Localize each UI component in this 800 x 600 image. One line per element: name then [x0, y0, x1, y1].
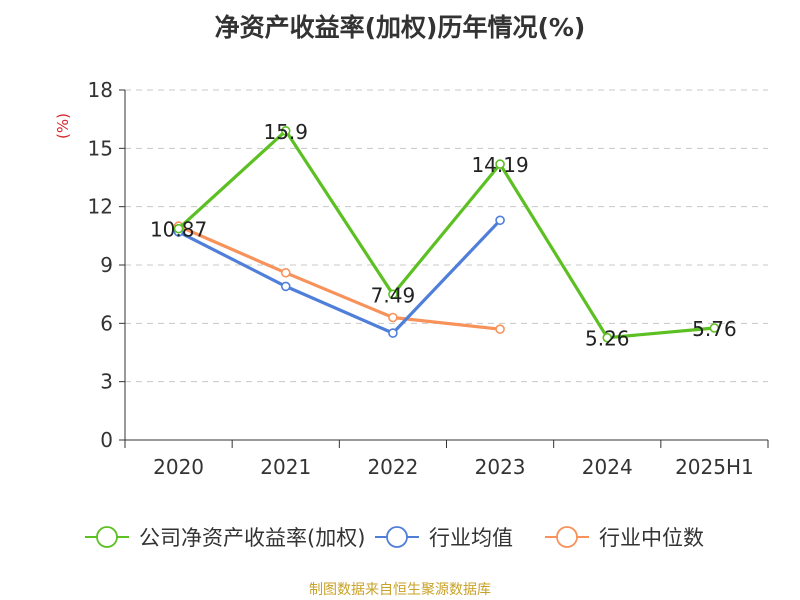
legend-marker: [96, 526, 118, 548]
y-tick-label: 15: [88, 136, 113, 160]
axes: 0 3 6 9 12 15 18 (%) 2020 2021 2022 2023 2024 2025H1: [54, 78, 769, 479]
y-tick-label: 3: [100, 370, 113, 394]
legend[interactable]: 公司净资产收益率(加权) 行业均值 行业中位数: [85, 526, 704, 550]
y-tick-label: 6: [100, 311, 113, 335]
x-tick-label: 2024: [582, 455, 633, 479]
data-point: [388, 289, 398, 300]
series-lines: [173, 126, 720, 343]
grid-lines: [125, 89, 768, 383]
data-label: 7.49: [371, 283, 416, 307]
data-point: [280, 267, 291, 278]
legend-item-0[interactable]: 公司净资产收益率(加权): [85, 526, 365, 550]
data-label: 5.76: [692, 317, 737, 341]
x-tick-label: 2021: [260, 455, 311, 479]
data-point: [280, 281, 291, 292]
legend-label: 公司净资产收益率(加权): [139, 526, 365, 550]
y-tick-label: 12: [88, 195, 113, 219]
data-point: [388, 312, 398, 323]
data-labels: 10.87 15.9 7.49 14.19 5.26 5.76: [150, 120, 737, 351]
series-line-1: [177, 219, 502, 335]
data-point: [173, 223, 184, 234]
legend-label: 行业均值: [429, 526, 513, 550]
data-point: [602, 332, 613, 343]
series-line-0: [177, 129, 715, 340]
y-tick-label: 18: [88, 78, 113, 102]
data-point: [495, 324, 505, 334]
legend-item-1[interactable]: 行业均值: [375, 526, 513, 550]
y-tick-label: 0: [100, 428, 113, 452]
data-point: [495, 215, 505, 226]
data-label: 10.87: [150, 218, 207, 242]
legend-item-2[interactable]: 行业中位数: [545, 526, 704, 550]
data-point: [388, 328, 398, 338]
data-label: 5.26: [585, 327, 630, 351]
x-tick-label: 2022: [367, 455, 418, 479]
data-label: 14.19: [471, 153, 528, 177]
x-tick-label: 2023: [475, 455, 526, 479]
data-point: [495, 159, 505, 169]
data-source-watermark: 制图数据来自恒生聚源数据库: [309, 582, 491, 598]
x-tick-label: 2020: [153, 455, 204, 479]
series-line-2: [177, 224, 501, 331]
y-axis-label: (%): [54, 113, 72, 139]
data-point: [709, 323, 720, 333]
data-label: 15.9: [263, 120, 308, 144]
data-point: [280, 126, 291, 136]
x-tick-label: 2025H1: [675, 455, 754, 479]
legend-label: 行业中位数: [599, 526, 704, 550]
y-tick-label: 9: [100, 253, 113, 277]
legend-marker: [386, 526, 408, 548]
legend-marker: [556, 526, 578, 548]
chart-title: 净资产收益率(加权)历年情况(%): [214, 13, 586, 42]
